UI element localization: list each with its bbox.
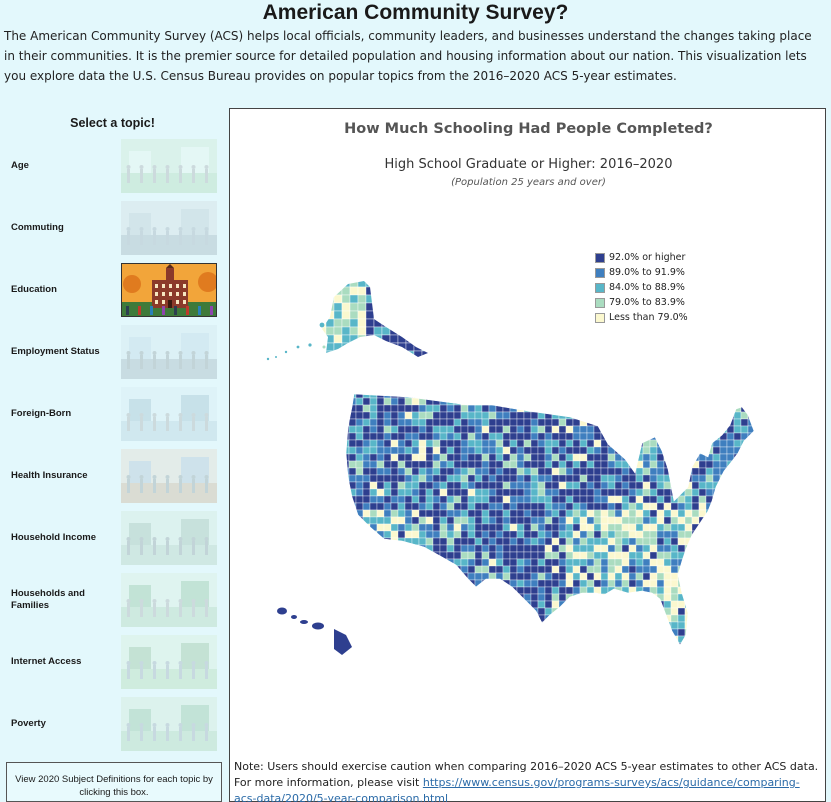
legend-label: 89.0% to 91.9%	[609, 267, 685, 278]
us-county-map[interactable]	[230, 109, 824, 749]
legend-item[interactable]: 89.0% to 91.9%	[595, 265, 688, 280]
topic-label: Internet Access	[11, 656, 82, 667]
legend-label: 92.0% or higher	[609, 252, 686, 263]
topic-label: Education	[11, 284, 57, 295]
note-text: Note: Users should exercise caution when…	[234, 760, 819, 789]
topic-poverty[interactable]: Poverty	[0, 696, 225, 758]
topic-thumbnail-image[interactable]	[121, 573, 217, 627]
map-universe: (Population 25 years and over)	[451, 177, 606, 188]
comparison-note: Note: Users should exercise caution when…	[234, 759, 819, 802]
legend-swatch	[595, 267, 605, 278]
topic-label: Poverty	[11, 718, 46, 729]
map-legend: 92.0% or higher 89.0% to 91.9% 84.0% to 88…	[595, 250, 688, 325]
topic-internet-access[interactable]: Internet Access	[0, 634, 225, 696]
topic-commuting[interactable]: Commuting	[0, 200, 225, 262]
topic-thumbnail-image[interactable]	[121, 697, 217, 751]
topic-label: Foreign-Born	[11, 408, 72, 419]
topic-thumbnail-image[interactable]	[121, 325, 217, 379]
comparison-guidance-link[interactable]: https://www.census.gov/programs-surveys/…	[234, 776, 800, 802]
page-title: American Community Survey?	[262, 1, 569, 24]
legend-swatch	[595, 282, 605, 293]
legend-label: 79.0% to 83.9%	[609, 297, 685, 308]
legend-label: Less than 79.0%	[609, 312, 688, 323]
topic-health-insurance[interactable]: Health Insurance	[0, 448, 225, 510]
topic-thumbnail-image[interactable]	[121, 635, 217, 689]
topic-age[interactable]: Age	[0, 138, 225, 200]
legend-item[interactable]: 84.0% to 88.9%	[595, 280, 688, 295]
intro-text: The American Community Survey (ACS) help…	[4, 29, 812, 83]
map-subtitle: High School Graduate or Higher: 2016–202…	[384, 157, 673, 172]
legend-swatch	[595, 312, 605, 323]
map-panel: How Much Schooling Had People Completed?…	[229, 108, 826, 802]
topic-households-and-families[interactable]: Households and Families	[0, 572, 225, 634]
topic-label: Health Insurance	[11, 470, 88, 481]
legend-label: 84.0% to 88.9%	[609, 282, 685, 293]
legend-item[interactable]: 79.0% to 83.9%	[595, 295, 688, 310]
topic-household-income[interactable]: Household Income	[0, 510, 225, 572]
legend-swatch	[595, 252, 605, 263]
topic-sidebar: Select a topic! Age Commuting Education Emp…	[0, 110, 225, 802]
select-topic-label: Select a topic!	[70, 116, 155, 130]
topic-thumbnail-image[interactable]	[121, 263, 217, 317]
subject-definitions-button[interactable]: View 2020 Subject Definitions for each t…	[6, 762, 222, 802]
topic-label: Households and Families	[11, 588, 85, 611]
topic-thumbnail-image[interactable]	[121, 139, 217, 193]
topic-education[interactable]: Education	[0, 262, 225, 324]
legend-item[interactable]: Less than 79.0%	[595, 310, 688, 325]
topic-foreign-born[interactable]: Foreign-Born	[0, 386, 225, 448]
topic-thumbnail-image[interactable]	[121, 511, 217, 565]
map-title: How Much Schooling Had People Completed?	[344, 121, 713, 137]
topic-employment-status[interactable]: Employment Status	[0, 324, 225, 386]
topic-label: Age	[11, 160, 29, 171]
topic-label: Commuting	[11, 222, 64, 233]
legend-item[interactable]: 92.0% or higher	[595, 250, 688, 265]
topic-thumbnail-image[interactable]	[121, 387, 217, 441]
topic-thumbnail-image[interactable]	[121, 201, 217, 255]
topic-thumbnail-image[interactable]	[121, 449, 217, 503]
topic-label: Employment Status	[11, 346, 100, 357]
legend-swatch	[595, 297, 605, 308]
topic-label: Household Income	[11, 532, 96, 543]
